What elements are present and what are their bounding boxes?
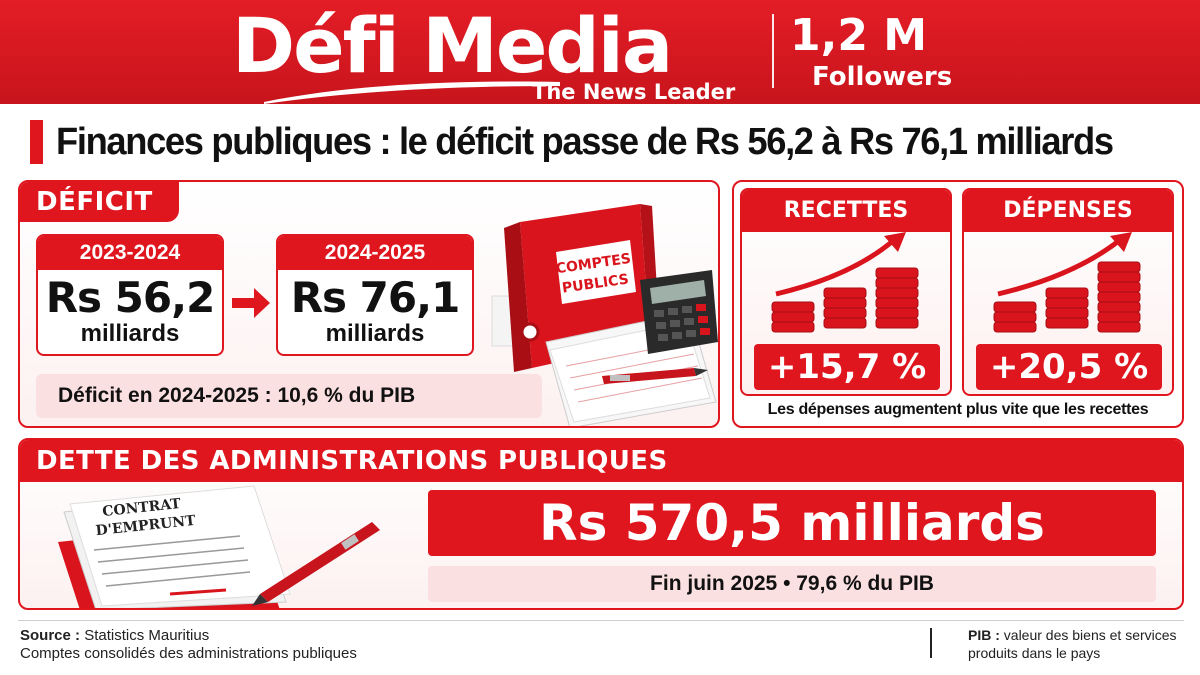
- deficit-year-unit: milliards: [80, 320, 180, 347]
- binder-icon: COMPTES PUBLICS: [491, 204, 718, 426]
- coins-growth-icon: [771, 232, 919, 333]
- recettes-title: RECETTES: [742, 190, 950, 232]
- brand-name: Défi Media: [232, 1, 673, 90]
- deficit-year-label: 2023-2024: [38, 236, 222, 270]
- pib-label: PIB :: [968, 627, 1000, 643]
- arrow-right-icon: [232, 288, 270, 318]
- source-detail: Comptes consolidés des administrations p…: [20, 645, 357, 662]
- dette-panel: DETTE DES ADMINISTRATIONS PUBLIQUES CONT…: [18, 438, 1184, 610]
- pen-icon: [252, 522, 380, 606]
- footer-divider: [18, 620, 1184, 621]
- deficit-year-label: 2024-2025: [278, 236, 472, 270]
- brand-logo[interactable]: Défi Media The News Leader: [232, 4, 752, 104]
- header-banner: Défi Media The News Leader 1,2 M Followe…: [0, 0, 1200, 104]
- recettes-depenses-panel: RECETTES +15,7 % DÉPENSES +20,5 % Les dé…: [732, 180, 1184, 428]
- source-label: Source :: [20, 627, 81, 644]
- recettes-value: +15,7 %: [754, 344, 940, 390]
- contract-icon: CONTRAT D'EMPRUNT: [58, 485, 380, 608]
- deficit-panel: DÉFICIT 2023-2024 Rs 56,2 milliards 2024…: [18, 180, 720, 428]
- source-value: Statistics Mauritius: [84, 627, 210, 644]
- pib-text-line2: produits dans le pays: [968, 645, 1101, 661]
- deficit-year-value: Rs 56,2: [45, 273, 216, 322]
- deficit-year-unit: milliards: [325, 320, 425, 347]
- deficit-year-card: 2023-2024 Rs 56,2 milliards: [36, 234, 224, 356]
- followers-count: 1,2 M: [790, 10, 928, 61]
- pen-icon: [602, 368, 708, 384]
- depenses-card: DÉPENSES +20,5 %: [962, 188, 1174, 396]
- dette-note: Fin juin 2025 • 79,6 % du PIB: [428, 566, 1156, 602]
- brand-tagline: The News Leader: [532, 80, 736, 104]
- deficit-year-card: 2024-2025 Rs 76,1 milliards: [276, 234, 474, 356]
- coins-growth-icon: [993, 232, 1141, 333]
- headline-marker: [30, 120, 43, 164]
- deficit-title: DÉFICIT: [20, 182, 179, 222]
- deficit-year-value: Rs 76,1: [290, 273, 461, 322]
- brand-swoosh-icon: [264, 81, 560, 104]
- pib-text: valeur des biens et services: [1003, 627, 1177, 643]
- followers-label: Followers: [812, 62, 953, 92]
- deficit-note: Déficit en 2024-2025 : 10,6 % du PIB: [36, 374, 542, 418]
- depenses-title: DÉPENSES: [964, 190, 1172, 232]
- footer-separator: [930, 628, 932, 658]
- recettes-depenses-caption: Les dépenses augmentent plus vite que le…: [767, 401, 1149, 418]
- depenses-value: +20,5 %: [976, 344, 1162, 390]
- header-divider: [772, 14, 774, 88]
- source-line: Source : Statistics Mauritius: [20, 627, 209, 644]
- headline: Finances publiques : le déficit passe de…: [56, 121, 1114, 163]
- dette-value: Rs 570,5 milliards: [428, 490, 1156, 556]
- pib-definition: PIB : valeur des biens et services: [968, 627, 1177, 643]
- recettes-card: RECETTES +15,7 %: [740, 188, 952, 396]
- dette-title: DETTE DES ADMINISTRATIONS PUBLIQUES: [20, 440, 1182, 482]
